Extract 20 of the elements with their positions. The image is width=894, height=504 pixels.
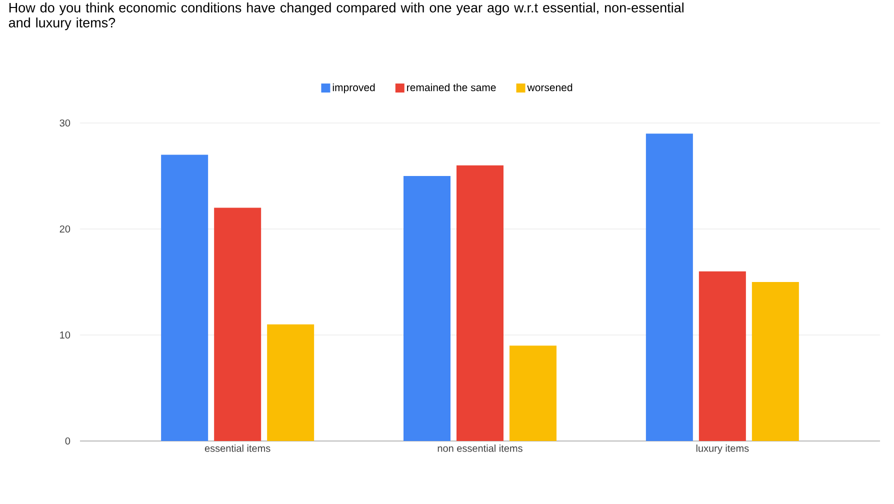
- bar: [752, 282, 799, 441]
- bar: [456, 165, 504, 441]
- y-tick-label: 10: [60, 331, 70, 339]
- bar: [404, 176, 451, 441]
- y-tick-label: 20: [60, 225, 70, 233]
- legend-label: improved: [332, 83, 375, 94]
- y-tick-label: 30: [60, 119, 70, 127]
- legend-label: remained the same: [407, 83, 496, 92]
- bar: [646, 134, 693, 441]
- legend-label: worsened: [527, 83, 572, 92]
- bar: [510, 346, 557, 441]
- x-tick-label: non essential items: [438, 444, 522, 452]
- bar: [161, 154, 208, 441]
- x-tick-label: essential items: [204, 444, 270, 452]
- x-tick-label: luxury items: [696, 444, 749, 454]
- chart-title: How do you think economic conditions have changed compared with one year ago w.r.t essential, non-essential and luxury items?: [8, 2, 684, 30]
- bar: [214, 208, 262, 441]
- y-tick-label: 0: [65, 437, 70, 445]
- bar: [698, 271, 746, 441]
- bar: [267, 324, 314, 441]
